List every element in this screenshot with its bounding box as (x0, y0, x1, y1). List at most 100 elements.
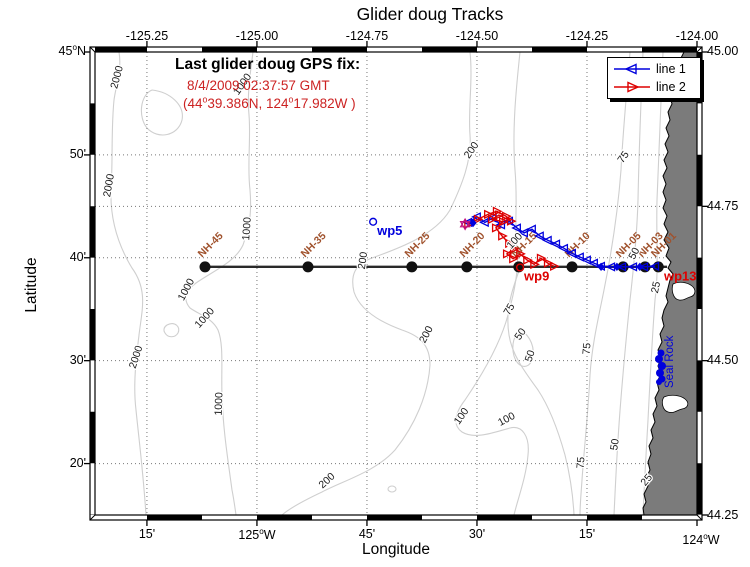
contour-depth-label: 2000 (101, 173, 117, 198)
track-marker (502, 211, 512, 221)
track-marker (498, 217, 509, 227)
bathymetry-contours (110, 51, 664, 516)
contour-line (512, 329, 534, 367)
track-marker (638, 262, 649, 272)
contour-line (110, 51, 147, 516)
contour-depth-label: 200 (316, 470, 337, 491)
station-dot (199, 261, 211, 273)
top-tick-label: -125.25 (125, 29, 169, 43)
top-tick-label: -124.50 (455, 29, 499, 43)
station-dot (406, 261, 418, 273)
contour-depth-label: 75 (501, 301, 517, 317)
left-tick-label: 50' (69, 147, 86, 161)
gps-fix-heading: Last glider doug GPS fix: (175, 56, 361, 73)
track-marker (523, 255, 533, 265)
right-tick-label: 44.50 (707, 353, 739, 367)
contour-depth-label: 2000 (108, 64, 126, 90)
contour-depth-label: 50 (523, 349, 538, 364)
contour-line (613, 51, 644, 516)
line2-marker-icon (614, 81, 650, 93)
station-dot (302, 261, 314, 273)
contour-line (185, 51, 254, 516)
left-tick-label: 40' (69, 250, 86, 264)
contour-depth-label: 1000 (176, 276, 198, 302)
contour-line (387, 485, 397, 493)
contour-depth-label: 200 (417, 324, 436, 345)
track-marker (516, 249, 526, 259)
track-marker (542, 235, 552, 246)
contour-depth-label: 2000 (127, 344, 146, 370)
line1-marker-icon (614, 63, 650, 75)
track-marker (506, 216, 517, 226)
waypoint-label: wp9 (523, 268, 549, 283)
track-marker (511, 223, 521, 233)
contour-depth-label: 100 (452, 406, 472, 427)
track-marker (505, 238, 515, 249)
track-marker (495, 210, 505, 220)
seal-rock-marker-cluster (655, 349, 666, 385)
track-marker (492, 206, 503, 217)
frame-corner (696, 46, 703, 53)
track-marker (509, 244, 520, 254)
contour-line (579, 51, 631, 516)
left-tick-label: 45oN (58, 42, 86, 58)
station-dot (566, 261, 578, 273)
station-label: NH-35 (299, 230, 329, 260)
contour-line (455, 51, 529, 516)
map-frame-layer (84, 41, 708, 526)
contour-depth-label: 200 (462, 140, 482, 161)
station-label: NH-25 (402, 230, 432, 260)
track-marker (498, 231, 508, 241)
contour-depth-label: 1000 (192, 305, 217, 331)
contour-depth-label: 75 (581, 342, 594, 355)
waypoint-label: wp5 (376, 223, 402, 238)
bottom-tick-label: 15' (578, 527, 596, 541)
contour-line (163, 323, 180, 338)
frame-corner (696, 514, 703, 521)
contour-line (281, 51, 472, 516)
contour-line (507, 267, 575, 516)
contour-depth-label: 25 (649, 280, 663, 294)
contour-depth-label: 50 (608, 438, 622, 451)
bay-inlet (671, 281, 696, 301)
coastline-layer (642, 51, 698, 516)
track-marker (502, 249, 513, 259)
track-marker (487, 214, 498, 225)
track-marker (558, 243, 569, 254)
contour-depth-label: 1000 (240, 217, 254, 241)
circle-marker (369, 217, 378, 226)
track-marker (471, 212, 481, 222)
track-marker (588, 258, 598, 268)
frame-corner (89, 514, 96, 521)
track-marker (574, 252, 584, 262)
top-tick-label: -124.25 (565, 29, 609, 43)
legend: line 1 line 2 (607, 57, 701, 99)
frame-corner (89, 46, 96, 53)
bay-inlet (661, 394, 689, 413)
x-axis-label: Longitude (361, 541, 431, 558)
legend-label: line 1 (656, 62, 686, 76)
bottom-tick-label: 30' (468, 527, 486, 541)
bottom-tick-label: 15' (138, 527, 156, 541)
waypoint-label: wp13 (663, 268, 697, 283)
bottom-tick-label: 45' (358, 527, 376, 541)
left-tick-label: 30' (69, 353, 86, 367)
legend-item-line2: line 2 (608, 80, 700, 94)
contour-line (642, 51, 664, 516)
bottom-tick-label: 124oW (682, 531, 720, 547)
contour-depth-label: 75 (575, 456, 588, 469)
right-tick-label: 44.25 (707, 508, 739, 522)
page-title: Glider doug Tracks (356, 4, 504, 24)
left-tick-label: 20' (69, 456, 86, 470)
diamond-marker (469, 218, 477, 228)
track-marker (473, 214, 484, 225)
place-label-seal-rock: Seal Rock (664, 335, 676, 388)
track-marker (550, 239, 561, 249)
bottom-tick-label: 125oW (238, 526, 276, 542)
data-layer: NH-45 NH-35 NH-25 NH-20 NH-15 NH-10 NH-05NH-03… (100, 63, 697, 492)
legend-item-line1: line 1 (608, 62, 700, 76)
station-dot (461, 261, 473, 273)
track-marker (550, 261, 560, 271)
top-tick-label: -125.00 (235, 29, 279, 43)
